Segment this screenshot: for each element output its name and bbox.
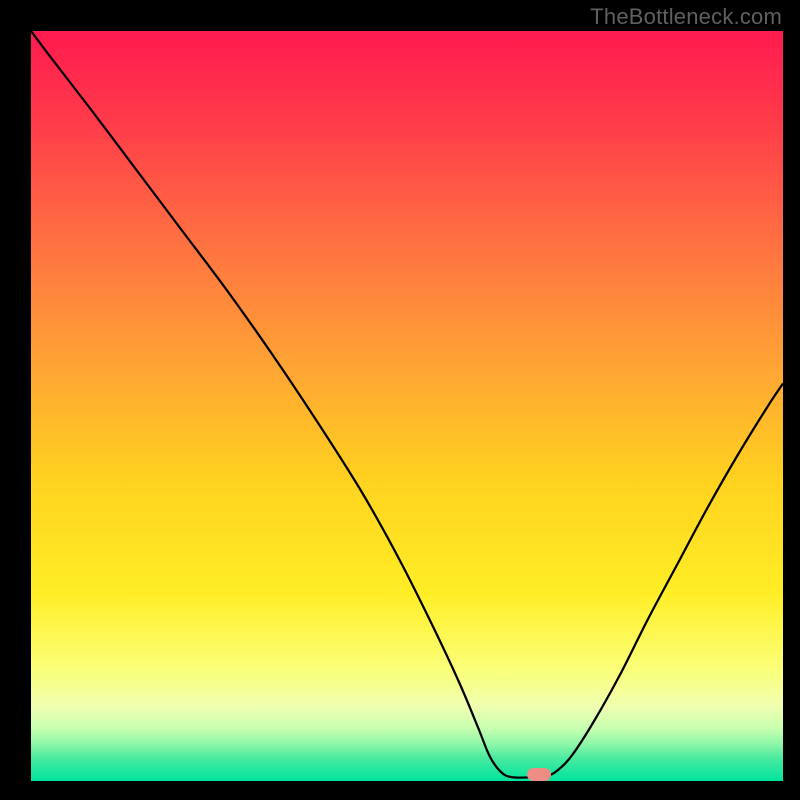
bottleneck-curve: [31, 31, 783, 781]
watermark-text: TheBottleneck.com: [590, 4, 782, 30]
plot-area: [31, 31, 783, 781]
optimal-point-marker: [527, 768, 551, 782]
chart-frame: TheBottleneck.com: [0, 0, 800, 800]
